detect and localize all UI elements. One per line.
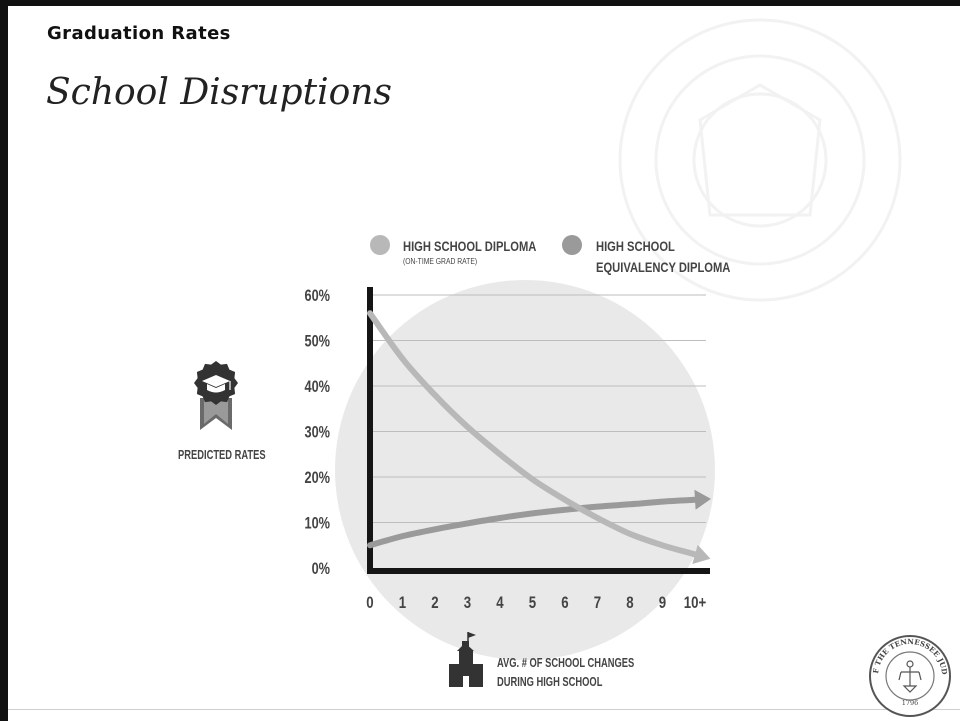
- frame-bottom-rule: [8, 709, 960, 710]
- x-tick-label: 3: [464, 594, 471, 613]
- side-label: PREDICTED RATES: [178, 449, 266, 463]
- section-label: Graduation Rates: [47, 23, 231, 44]
- series-diploma-point: [596, 516, 599, 520]
- x-tick-label: 10+: [684, 594, 707, 613]
- y-tick-label: 50%: [304, 332, 330, 351]
- x-tick-label: 5: [529, 594, 537, 613]
- y-tick-label: 20%: [304, 468, 330, 487]
- series-equivalency-point: [433, 527, 437, 531]
- series-equivalency-point: [563, 508, 567, 512]
- legend-diploma-sublabel: (ON-TIME GRAD RATE): [403, 256, 477, 266]
- legend-equivalency-label-line1: HIGH SCHOOL: [596, 239, 675, 254]
- schoolhouse-icon: [449, 632, 483, 687]
- legend-diploma-dot: [370, 235, 390, 255]
- frame-top-border: [0, 0, 960, 6]
- legend-diploma-label: HIGH SCHOOL DIPLOMA: [403, 239, 536, 254]
- series-diploma-point: [563, 498, 567, 502]
- series-diploma-point: [433, 393, 437, 397]
- series-diploma-point: [531, 477, 534, 481]
- x-axis-ticks: 0 1 2 3 4 5 6 7 8 9 10+: [366, 594, 706, 613]
- x-tick-label: 4: [496, 594, 504, 613]
- chart-backdrop: [335, 280, 715, 660]
- frame-left-border: [0, 0, 8, 721]
- y-tick-label: 0%: [312, 559, 330, 578]
- series: [367, 310, 711, 564]
- page-title: School Disruptions: [46, 72, 392, 113]
- judiciary-seal-icon: SEAL OF THE TENNESSEE JUDICIARY 1796: [868, 634, 951, 717]
- x-tick-label: 8: [626, 594, 633, 613]
- graduation-badge-icon: [194, 361, 238, 430]
- series-diploma-point: [628, 532, 632, 536]
- y-tick-label: 40%: [304, 377, 330, 396]
- series-diploma-arrowhead: [692, 544, 711, 564]
- x-tick-label: 6: [561, 594, 568, 613]
- x-tick-label: 0: [366, 594, 373, 613]
- series-diploma-point: [368, 311, 372, 315]
- x-tick-label: 1: [399, 594, 407, 613]
- series-equivalency-point: [401, 534, 404, 538]
- y-axis-ticks: 0% 10% 20% 30% 40% 50% 60%: [304, 286, 330, 578]
- x-caption-line2: DURING HIGH SCHOOL: [497, 676, 602, 690]
- y-tick-label: 10%: [304, 514, 330, 533]
- series-equivalency-arrowhead: [694, 489, 711, 510]
- series-diploma-point: [498, 452, 502, 456]
- series-equivalency-point: [596, 505, 599, 509]
- series-equivalency-point: [498, 516, 502, 520]
- legend-equivalency-dot: [562, 235, 582, 255]
- seal-year: 1796: [902, 699, 919, 707]
- legend: HIGH SCHOOL DIPLOMA (ON-TIME GRAD RATE) …: [370, 235, 730, 275]
- series-equivalency-point: [466, 521, 469, 525]
- x-tick-label: 9: [659, 594, 666, 613]
- series-diploma-point: [466, 425, 469, 429]
- x-tick-label: 2: [431, 594, 438, 613]
- series-equivalency-point: [661, 500, 664, 504]
- x-caption-line1: AVG. # OF SCHOOL CHANGES: [497, 657, 635, 671]
- series-equivalency-point: [531, 511, 534, 515]
- y-tick-label: 30%: [304, 423, 330, 442]
- x-tick-label: 7: [594, 594, 601, 613]
- series-diploma-point: [401, 357, 404, 361]
- series-equivalency-point: [368, 543, 372, 547]
- series-diploma-point: [661, 543, 664, 547]
- y-tick-label: 60%: [304, 286, 330, 305]
- legend-equivalency-label-line2: EQUIVALENCY DIPLOMA: [596, 260, 730, 275]
- series-equivalency-point: [628, 502, 632, 506]
